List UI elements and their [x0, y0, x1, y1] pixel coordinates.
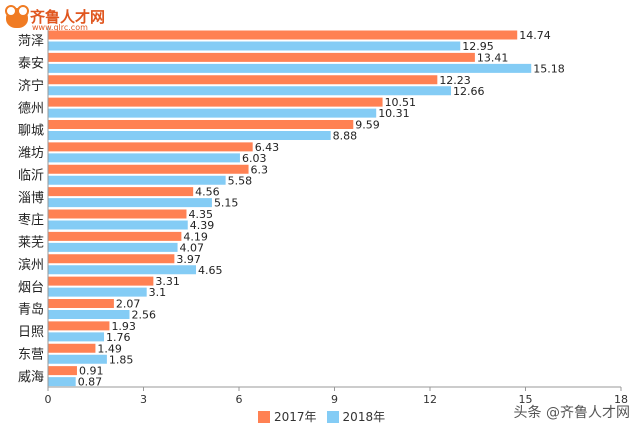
- category-label: 东营: [18, 347, 44, 362]
- data-label: 9.59: [355, 119, 380, 132]
- bar-2017: [48, 164, 249, 174]
- data-label: 12.23: [439, 74, 471, 87]
- bar-2018: [48, 153, 240, 163]
- bar-2018: [48, 220, 188, 230]
- legend-label-2018: 2018年: [342, 410, 386, 424]
- bar-2017: [48, 97, 383, 107]
- bar-2017: [48, 209, 187, 219]
- data-label: 0.91: [79, 365, 104, 378]
- bar-2018: [48, 377, 76, 387]
- data-label: 2.07: [116, 298, 140, 311]
- x-tick-label: 18: [614, 393, 628, 406]
- legend-label-2017: 2017年: [274, 410, 317, 424]
- legend-item-2018: 2018年: [326, 408, 386, 425]
- bar-2017: [48, 254, 175, 264]
- bar-2017: [48, 231, 182, 241]
- bar-2018: [48, 63, 532, 73]
- data-label: 12.66: [453, 85, 485, 98]
- data-label: 6.03: [242, 152, 267, 165]
- legend-swatch-2018: [326, 410, 339, 423]
- bar-2018: [48, 242, 178, 252]
- bar-2018: [48, 332, 105, 342]
- bar-2017: [48, 366, 77, 376]
- chart-legend: 2017年 2018年: [258, 408, 395, 425]
- category-label: 聊城: [18, 124, 44, 139]
- category-label: 莱芜: [18, 236, 44, 251]
- bar-2017: [48, 276, 154, 286]
- bar-2018: [48, 354, 107, 364]
- bar-2018: [48, 131, 331, 140]
- data-label: 0.87: [78, 376, 103, 389]
- category-label: 威海: [18, 370, 44, 385]
- bar-2018: [48, 287, 147, 297]
- data-label: 8.88: [333, 130, 358, 143]
- legend-swatch-2017: [258, 410, 270, 423]
- data-label: 4.07: [180, 241, 205, 254]
- bar-2018: [48, 198, 212, 208]
- data-label: 5.58: [228, 174, 253, 187]
- data-label: 3.1: [149, 286, 167, 299]
- bar-2017: [48, 142, 253, 152]
- site-url: www.qlrc.com: [32, 23, 88, 32]
- category-label: 淄博: [18, 191, 44, 206]
- data-label: 3.97: [176, 253, 201, 266]
- legend-item-2017: 2017年: [258, 408, 317, 425]
- bar-2017: [48, 30, 518, 40]
- category-label: 枣庄: [18, 212, 44, 228]
- data-label: 4.56: [195, 186, 220, 199]
- category-label: 烟台: [18, 280, 44, 295]
- data-label: 1.93: [111, 320, 135, 333]
- data-label: 3.31: [155, 275, 180, 288]
- category-label: 滨州: [18, 257, 44, 273]
- data-label: 15.18: [533, 62, 565, 75]
- bar-2018: [48, 86, 452, 96]
- data-label: 6.3: [251, 163, 268, 176]
- watermark: 头条 @齐鲁人才网: [513, 405, 630, 421]
- x-tick-label: 12: [423, 393, 437, 406]
- data-label: 6.43: [255, 141, 280, 154]
- bar-2018: [48, 108, 377, 118]
- x-tick-label: 6: [236, 393, 243, 406]
- category-label: 德州: [18, 101, 44, 116]
- bar-2017: [48, 343, 96, 353]
- bar-2017: [48, 299, 114, 308]
- data-label: 1.85: [109, 353, 133, 366]
- bar-2017: [48, 187, 194, 197]
- x-tick-label: 15: [519, 393, 533, 406]
- data-label: 13.41: [477, 51, 509, 64]
- frog-logo-icon: [5, 5, 29, 28]
- data-label: 14.74: [519, 29, 551, 42]
- category-label: 日照: [18, 325, 44, 340]
- category-label: 济宁: [18, 78, 44, 94]
- x-tick-label: 9: [331, 393, 338, 406]
- data-label: 4.39: [190, 219, 215, 232]
- data-label: 5.15: [214, 197, 239, 210]
- data-label: 1.76: [106, 331, 131, 344]
- data-label: 4.65: [198, 264, 223, 277]
- data-label: 12.95: [462, 40, 494, 53]
- data-label: 4.35: [188, 208, 213, 221]
- category-label: 菏泽: [18, 34, 44, 49]
- data-label: 4.19: [183, 230, 208, 243]
- category-label: 泰安: [18, 57, 44, 72]
- data-label: 2.56: [131, 309, 156, 322]
- site-name: 齐鲁人才网: [30, 8, 106, 26]
- bar-2017: [48, 120, 354, 129]
- bar-2017: [48, 321, 110, 331]
- category-label: 临沂: [18, 168, 44, 183]
- bar-2017: [48, 75, 438, 85]
- data-label: 1.49: [97, 342, 122, 355]
- data-label: 10.51: [385, 96, 417, 109]
- bar-2018: [48, 175, 226, 185]
- x-tick-label: 0: [45, 393, 52, 406]
- bar-2017: [48, 52, 475, 62]
- bar-2018: [48, 310, 130, 319]
- bar-2018: [48, 265, 197, 275]
- category-label: 青岛: [18, 302, 44, 318]
- bar-2018: [48, 41, 461, 51]
- data-label: 10.31: [378, 107, 410, 120]
- x-tick-label: 3: [140, 393, 147, 406]
- category-label: 潍坊: [18, 146, 44, 161]
